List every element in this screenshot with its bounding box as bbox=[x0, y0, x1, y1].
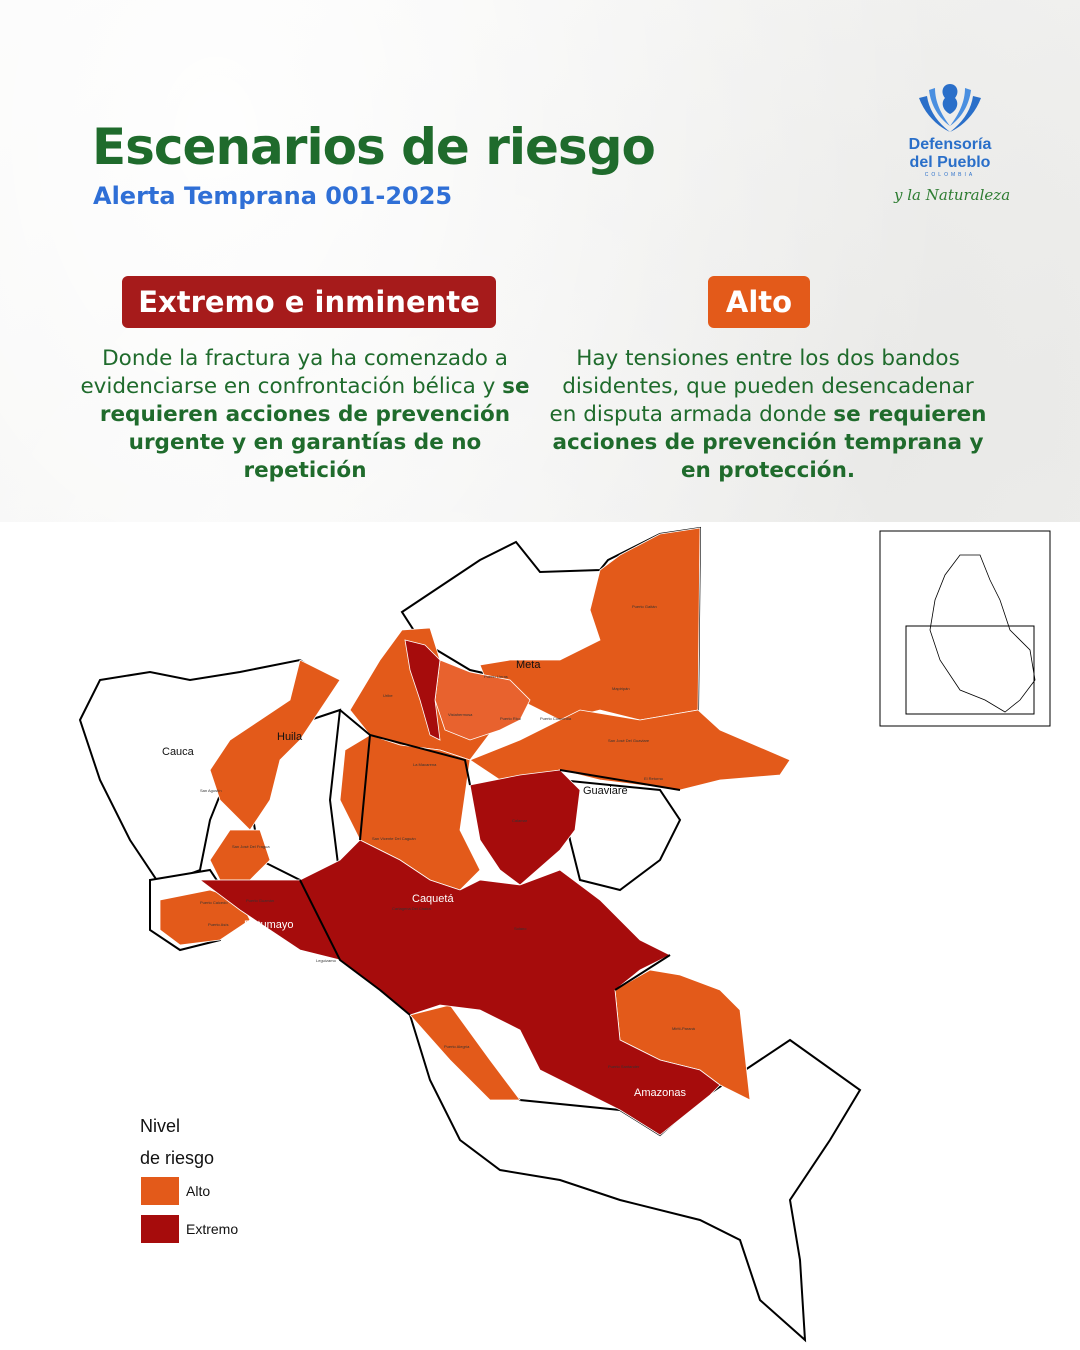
label-puerto-gaitan: Puerto Gaitán bbox=[632, 604, 657, 609]
legend-title-line-1: Nivel bbox=[140, 1116, 181, 1136]
region-meta-east-alto bbox=[479, 527, 701, 721]
legend-swatch-extremo bbox=[141, 1215, 179, 1243]
page-subtitle: Alerta Temprana 001-2025 bbox=[93, 182, 453, 210]
logo-country: COLOMBIA bbox=[924, 172, 976, 178]
label-san-vicente: San Vicente Del Caguán bbox=[372, 836, 416, 841]
label-huila: Huila bbox=[277, 731, 303, 743]
label-mapiripan: Mapiripán bbox=[612, 686, 630, 691]
label-miriti-parana: Mirití-Paraná bbox=[672, 1026, 696, 1031]
label-cauca: Cauca bbox=[162, 746, 195, 758]
badge-alto: Alto bbox=[708, 276, 810, 328]
label-puerto-concordia: Puerto Concordia bbox=[540, 716, 572, 721]
label-puerto-santander: Puerto Santander bbox=[608, 1064, 640, 1069]
label-el-retorno: El Retorno bbox=[644, 776, 664, 781]
region-guaviare-calamar-extremo bbox=[469, 769, 581, 886]
label-vistahermosa: Vistahermosa bbox=[448, 712, 473, 717]
label-amazonas: Amazonas bbox=[634, 1087, 686, 1099]
label-solano: Solano bbox=[514, 926, 527, 931]
description-extremo-plain: Donde la fractura ya ha comenzado a evid… bbox=[80, 346, 508, 399]
legend-label-alto: Alto bbox=[186, 1183, 211, 1199]
logo-emblem-icon bbox=[919, 84, 981, 132]
legend-label-extremo: Extremo bbox=[186, 1221, 239, 1237]
label-calamar: Calamar bbox=[512, 818, 528, 823]
label-cartagena-chaira: Cartagena Del Chairá bbox=[392, 906, 431, 911]
description-extremo-bold: se requieren acciones de prevención urge… bbox=[99, 374, 530, 483]
label-leguizamo: Leguízamo bbox=[316, 958, 337, 963]
label-san-agustin: San Agustín bbox=[200, 788, 222, 793]
risk-map: Meta Huila Cauca Guaviare Caquetá Putuma… bbox=[78, 526, 1051, 1343]
legend-swatch-alto bbox=[141, 1177, 179, 1205]
label-puerto-guzman: Puerto Guzmán bbox=[246, 898, 274, 903]
label-la-macarena: La Macarena bbox=[413, 762, 437, 767]
logo-tagline: y la Naturaleza bbox=[894, 186, 1011, 204]
badge-extremo: Extremo e inminente bbox=[122, 276, 496, 328]
inset-focus-box bbox=[905, 625, 1035, 715]
label-guaviare: Guaviare bbox=[583, 785, 628, 797]
label-puerto-alegria: Puerto Alegría bbox=[444, 1044, 470, 1049]
description-extremo: Donde la fractura ya ha comenzado a evid… bbox=[80, 345, 530, 485]
legend-title-line-2: de riesgo bbox=[140, 1148, 215, 1168]
region-vistahermosa-alto bbox=[434, 659, 531, 741]
region-huila-alto bbox=[209, 659, 341, 831]
label-san-jose-guaviare: San José Del Guaviare bbox=[608, 738, 650, 743]
description-alto-bold: se requieren acciones de prevención temp… bbox=[552, 402, 987, 483]
description-alto-plain: Hay tensiones entre los dos bandos disid… bbox=[549, 346, 974, 427]
department-borders bbox=[299, 709, 681, 1016]
label-caqueta: Caquetá bbox=[412, 893, 454, 905]
label-puerto-lleras: Puerto Lleras bbox=[484, 674, 508, 679]
inset-colombia-outline bbox=[929, 554, 1036, 713]
logo-line-1: Defensoría bbox=[908, 136, 992, 153]
description-alto: Hay tensiones entre los dos bandos disid… bbox=[548, 345, 988, 485]
label-meta: Meta bbox=[516, 659, 541, 671]
label-uribe: Uribe bbox=[383, 693, 393, 698]
region-outline-guaviare-east bbox=[558, 778, 682, 892]
label-putumayo: Putumayo bbox=[244, 919, 294, 931]
label-puerto-asis: Puerto Asís bbox=[208, 922, 228, 927]
region-caqueta-west-alto bbox=[209, 829, 271, 881]
label-san-jose-fragua: San José Del Fragua bbox=[232, 844, 270, 849]
label-puerto-caicedo: Puerto Caicedo bbox=[200, 900, 228, 905]
page-title: Escenarios de riesgo bbox=[92, 118, 656, 176]
label-puerto-rico: Puerto Rico bbox=[500, 716, 522, 721]
region-meta-strip-extremo bbox=[404, 639, 441, 741]
logo-line-2: del Pueblo bbox=[909, 154, 991, 171]
